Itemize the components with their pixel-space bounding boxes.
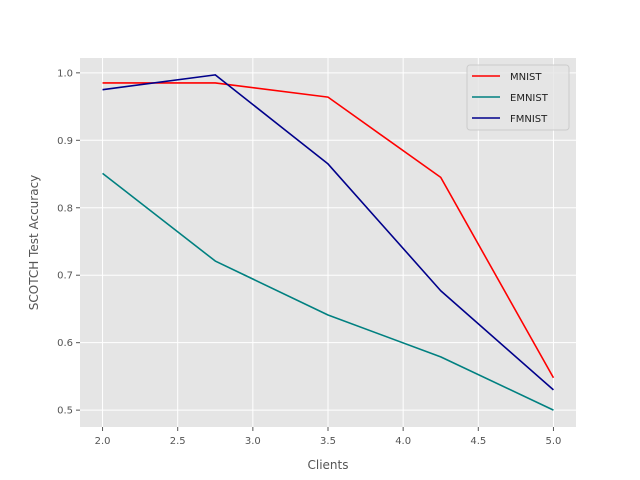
y-tick-label: 0.5: [57, 406, 73, 417]
legend-label-fmnist: FMNIST: [510, 114, 548, 125]
legend-label-mnist: MNIST: [510, 72, 542, 83]
legend-label-emnist: EMNIST: [510, 93, 549, 104]
x-tick-label: 5.0: [546, 436, 562, 447]
series-line-mnist: [102, 82, 555, 379]
y-tick-label: 1.0: [57, 68, 73, 79]
x-tick-label: 3.5: [320, 436, 336, 447]
x-tick-label: 3.0: [245, 436, 261, 447]
grid: [80, 58, 576, 427]
x-tick-label: 4.0: [395, 436, 411, 447]
y-tick-label: 0.9: [57, 136, 73, 147]
y-axis-ticks: 0.5 0.6 0.7 0.8 0.9 1.0: [57, 68, 80, 417]
series-line-fmnist: [102, 74, 554, 391]
x-tick-label: 4.5: [470, 436, 486, 447]
legend: MNIST EMNIST FMNIST: [466, 64, 570, 131]
y-tick-label: 0.7: [57, 271, 73, 282]
x-tick-label: 2.5: [170, 436, 186, 447]
y-tick-label: 0.6: [57, 338, 73, 349]
legend-box: [466, 64, 570, 131]
series-layer: [102, 74, 555, 411]
y-tick-label: 0.8: [57, 203, 73, 214]
x-tick-label: 2.0: [95, 436, 111, 447]
series-line-emnist: [102, 172, 554, 411]
y-axis-label: SCOTCH Test Accuracy: [27, 175, 41, 311]
x-axis-label: Clients: [308, 458, 349, 472]
x-axis-ticks: 2.0 2.5 3.0 3.5 4.0 4.5 5.0: [95, 427, 562, 447]
